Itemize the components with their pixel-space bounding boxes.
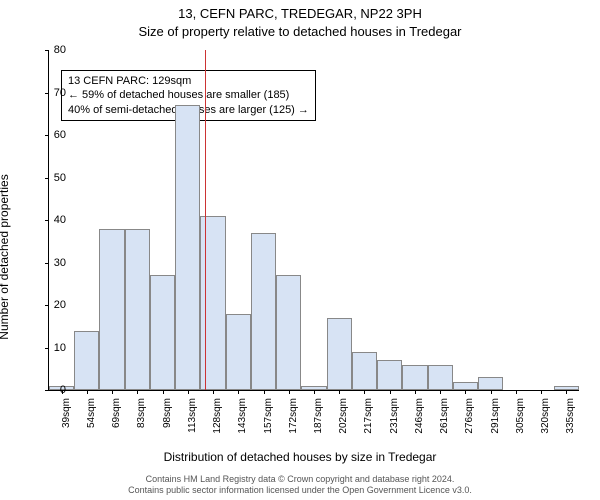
x-tick-label: 246sqm bbox=[414, 398, 425, 443]
histogram-bar bbox=[352, 352, 377, 390]
x-tick-label: 276sqm bbox=[464, 398, 475, 443]
x-tick-label: 261sqm bbox=[439, 398, 450, 443]
histogram-bar bbox=[99, 229, 124, 391]
histogram-bar bbox=[226, 314, 251, 391]
x-tick-label: 202sqm bbox=[338, 398, 349, 443]
marker-line bbox=[205, 50, 206, 390]
histogram-bar bbox=[175, 105, 200, 390]
y-tick-label: 50 bbox=[54, 172, 66, 184]
histogram-bar bbox=[125, 229, 150, 391]
x-tick-label: 291sqm bbox=[490, 398, 501, 443]
x-tick-mark bbox=[491, 390, 492, 394]
y-tick-label: 0 bbox=[60, 384, 66, 396]
histogram-bar bbox=[200, 216, 225, 390]
histogram-bar bbox=[74, 331, 99, 391]
footnote-line1: Contains HM Land Registry data © Crown c… bbox=[0, 474, 600, 485]
plot-area: 13 CEFN PARC: 129sqm ← 59% of detached h… bbox=[48, 50, 579, 391]
y-tick-mark bbox=[45, 390, 49, 391]
y-tick-label: 40 bbox=[54, 214, 66, 226]
y-tick-label: 10 bbox=[54, 342, 66, 354]
histogram-bar bbox=[428, 365, 453, 391]
histogram-bar bbox=[150, 275, 175, 390]
histogram-bar bbox=[327, 318, 352, 390]
x-axis-label: Distribution of detached houses by size … bbox=[0, 450, 600, 464]
histogram-bar bbox=[478, 377, 503, 390]
x-tick-label: 128sqm bbox=[212, 398, 223, 443]
x-tick-mark bbox=[163, 390, 164, 394]
x-tick-mark bbox=[238, 390, 239, 394]
x-tick-label: 83sqm bbox=[136, 398, 147, 443]
x-tick-mark bbox=[289, 390, 290, 394]
x-tick-mark bbox=[465, 390, 466, 394]
x-tick-label: 54sqm bbox=[86, 398, 97, 443]
x-tick-mark bbox=[566, 390, 567, 394]
x-tick-mark bbox=[390, 390, 391, 394]
x-tick-label: 157sqm bbox=[263, 398, 274, 443]
x-tick-label: 305sqm bbox=[515, 398, 526, 443]
x-tick-label: 320sqm bbox=[540, 398, 551, 443]
x-tick-label: 217sqm bbox=[363, 398, 374, 443]
x-tick-mark bbox=[516, 390, 517, 394]
annotation-line1: 13 CEFN PARC: 129sqm bbox=[68, 74, 309, 88]
y-tick-label: 20 bbox=[54, 299, 66, 311]
y-axis-label: Number of detached properties bbox=[0, 174, 11, 339]
footnote-line2: Contains public sector information licen… bbox=[0, 485, 600, 496]
x-tick-mark bbox=[188, 390, 189, 394]
footnote: Contains HM Land Registry data © Crown c… bbox=[0, 474, 600, 496]
y-tick-mark bbox=[45, 135, 49, 136]
x-tick-mark bbox=[213, 390, 214, 394]
chart-title: 13, CEFN PARC, TREDEGAR, NP22 3PH bbox=[0, 6, 600, 21]
x-tick-label: 113sqm bbox=[187, 398, 198, 443]
y-tick-label: 60 bbox=[54, 129, 66, 141]
y-tick-mark bbox=[45, 50, 49, 51]
chart-subtitle: Size of property relative to detached ho… bbox=[0, 24, 600, 39]
histogram-bar bbox=[276, 275, 301, 390]
y-tick-label: 30 bbox=[54, 257, 66, 269]
histogram-bar bbox=[251, 233, 276, 390]
x-tick-mark bbox=[541, 390, 542, 394]
x-tick-label: 172sqm bbox=[288, 398, 299, 443]
x-tick-mark bbox=[440, 390, 441, 394]
x-tick-mark bbox=[314, 390, 315, 394]
x-tick-mark bbox=[264, 390, 265, 394]
x-tick-mark bbox=[339, 390, 340, 394]
x-tick-label: 335sqm bbox=[565, 398, 576, 443]
x-tick-label: 143sqm bbox=[237, 398, 248, 443]
x-tick-mark bbox=[415, 390, 416, 394]
x-tick-mark bbox=[364, 390, 365, 394]
y-tick-mark bbox=[45, 348, 49, 349]
annotation-line2: ← 59% of detached houses are smaller (18… bbox=[68, 88, 309, 102]
x-tick-label: 98sqm bbox=[162, 398, 173, 443]
y-tick-mark bbox=[45, 178, 49, 179]
x-tick-label: 39sqm bbox=[61, 398, 72, 443]
histogram-chart: 13, CEFN PARC, TREDEGAR, NP22 3PH Size o… bbox=[0, 0, 600, 500]
x-tick-mark bbox=[137, 390, 138, 394]
y-tick-mark bbox=[45, 220, 49, 221]
x-tick-label: 69sqm bbox=[111, 398, 122, 443]
y-tick-label: 80 bbox=[54, 44, 66, 56]
x-tick-label: 231sqm bbox=[389, 398, 400, 443]
x-tick-mark bbox=[112, 390, 113, 394]
y-tick-mark bbox=[45, 305, 49, 306]
histogram-bar bbox=[377, 360, 402, 390]
histogram-bar bbox=[453, 382, 478, 391]
y-tick-mark bbox=[45, 93, 49, 94]
y-tick-mark bbox=[45, 263, 49, 264]
y-tick-label: 70 bbox=[54, 87, 66, 99]
x-tick-label: 187sqm bbox=[313, 398, 324, 443]
histogram-bar bbox=[402, 365, 427, 391]
x-tick-mark bbox=[87, 390, 88, 394]
